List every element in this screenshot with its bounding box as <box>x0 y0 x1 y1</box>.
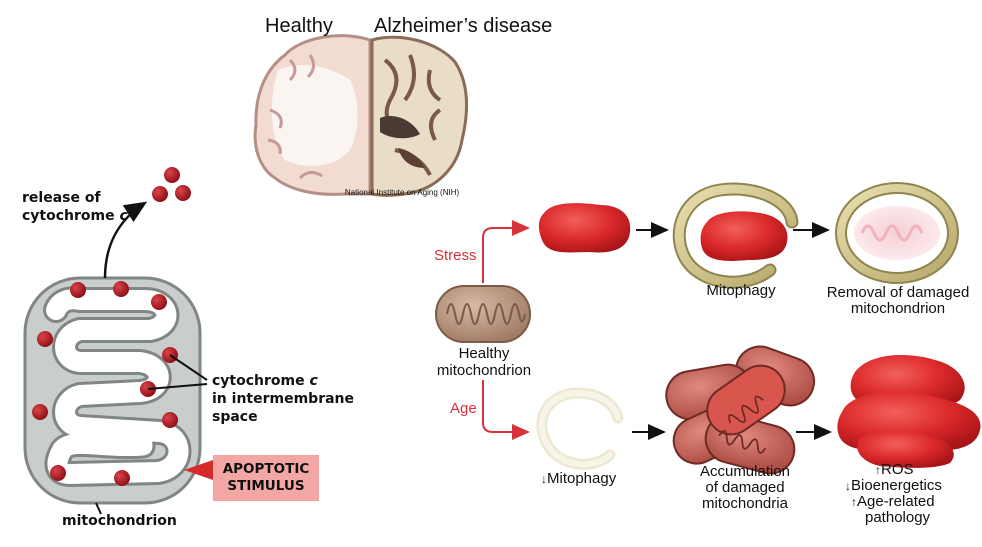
damaged-mitochondria-cluster <box>665 345 816 475</box>
healthy-mitochondrion-label: Healthy mitochondrion <box>436 345 532 379</box>
healthy-mitochondrion-graphic <box>435 285 531 343</box>
release-arrow <box>103 201 148 279</box>
cytochrome-c-dot <box>37 331 53 347</box>
up-arrow-icon: ↑ <box>875 463 881 477</box>
ros-mitochondria-cluster <box>837 355 981 468</box>
cytochrome-c-dot <box>114 470 130 486</box>
cytochrome-c-dot <box>113 281 129 297</box>
cytochrome-c-dot <box>32 404 48 420</box>
reduced-mitophagy-label: ↓Mitophagy <box>541 470 617 487</box>
cytochrome-c-dot <box>70 282 86 298</box>
mitophagy-phagophore <box>672 182 799 289</box>
brain-comparison-image: National Institute on Aging (NIH) <box>253 34 468 197</box>
damaged-mitochondrion <box>538 203 631 253</box>
cytochrome-c-dot <box>50 465 66 481</box>
stress-label: Stress <box>434 247 477 264</box>
released-cytochrome-dot <box>164 167 180 183</box>
outcomes-label: ↑ROS ↓Bioenergetics ↑Age-related patholo… <box>845 461 942 526</box>
mitophagy-label: Mitophagy <box>706 282 776 299</box>
cytochrome-c-dot <box>151 294 167 310</box>
released-cytochrome-dot <box>175 185 191 201</box>
accumulation-label: Accumulation of damaged mitochondria <box>699 463 791 512</box>
autophagosome <box>835 182 959 284</box>
age-branch-arrow <box>482 380 530 440</box>
brain-credit: National Institute on Aging (NIH) <box>345 188 460 197</box>
cytochrome-intermembrane-label: cytochrome c in intermembrane space <box>212 373 355 425</box>
release-of-cytochrome-label: release of cytochrome c <box>22 190 128 224</box>
down-arrow-icon: ↓ <box>845 479 851 493</box>
down-arrow-icon: ↓ <box>541 472 547 486</box>
apoptotic-stimulus-arrow <box>184 460 213 480</box>
healthy-brain-label: Healthy <box>265 15 333 37</box>
removal-label: Removal of damaged mitochondrion <box>826 284 970 317</box>
stress-branch-arrow <box>482 220 530 283</box>
alzheimers-label: Alzheimer’s disease <box>374 15 553 37</box>
cytochrome-c-dot <box>162 412 178 428</box>
released-cytochrome-dot <box>152 186 168 202</box>
apoptosis-mitochondrion <box>23 167 216 515</box>
apoptotic-stimulus-label: APOPTOTIC STIMULUS <box>213 455 319 501</box>
age-label: Age <box>450 400 477 417</box>
up-arrow-icon: ↑ <box>851 495 857 509</box>
mitochondrion-label: mitochondrion <box>62 513 177 529</box>
